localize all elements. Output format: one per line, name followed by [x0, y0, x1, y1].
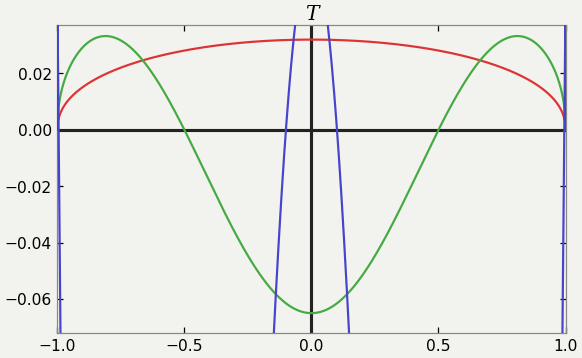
Title: T: T: [304, 5, 318, 24]
